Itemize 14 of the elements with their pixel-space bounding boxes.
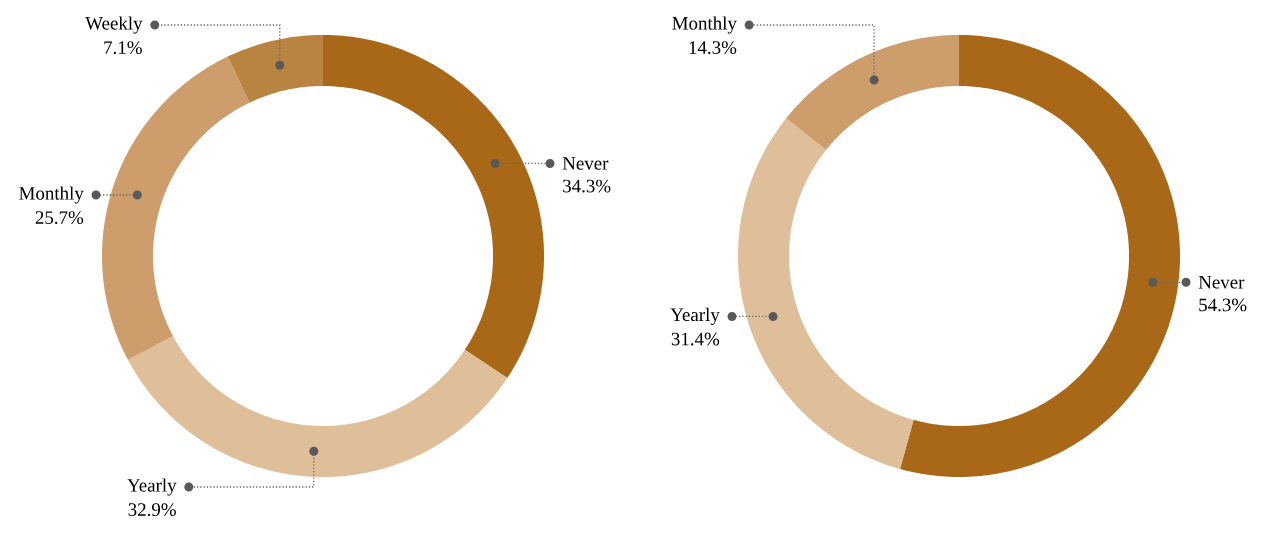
data-label: 34.3% [563,179,611,193]
slice-label: Never [562,157,609,170]
data-label: 54.3% [1199,298,1247,312]
slice-label: Yearly [127,478,177,496]
slice-label: Monthly [672,16,737,34]
data-label: 14.3% [689,41,737,55]
slice-label: Never [1198,276,1245,289]
data-label: 25.7% [35,211,84,225]
slice-label: Monthly [19,186,84,204]
data-label: 32.9% [128,503,176,517]
slice-label: Yearly [670,307,720,326]
slice-label: Weekly [85,16,143,34]
data-label: 7.1% [104,41,142,55]
data-label: 31.4% [671,332,720,346]
